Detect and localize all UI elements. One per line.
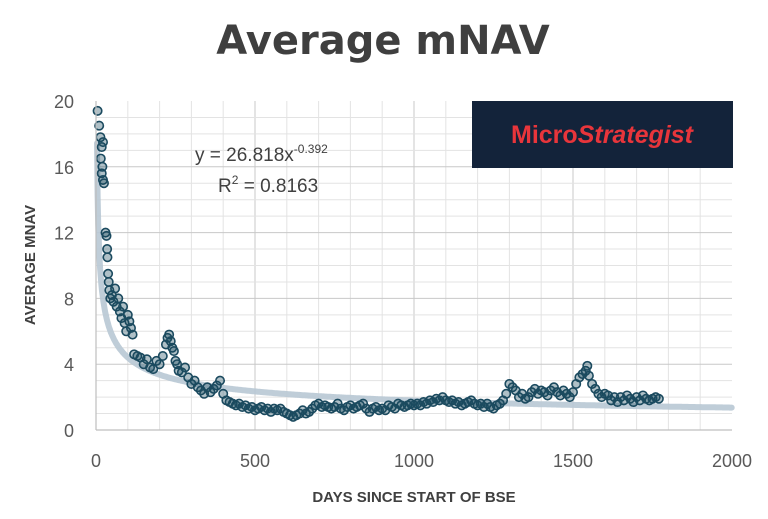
data-point — [582, 360, 593, 371]
brand-logo: MicroStrategist — [472, 101, 733, 168]
data-point — [358, 398, 369, 409]
svg-text:MicroStrategist: MicroStrategist — [511, 121, 695, 149]
data-point — [176, 367, 187, 378]
data-point — [95, 153, 106, 164]
data-points — [92, 105, 664, 422]
tick-labels: 0 500 1000 1500 2000 0 4 8 12 16 20 — [54, 92, 752, 471]
data-point — [653, 393, 664, 404]
data-point — [211, 380, 222, 391]
data-point — [523, 392, 534, 403]
x-tick-label: 2000 — [712, 451, 752, 471]
data-point — [98, 178, 109, 189]
data-point — [168, 346, 179, 357]
data-point — [103, 268, 114, 279]
data-point — [102, 252, 113, 263]
data-point — [587, 378, 598, 389]
data-point — [154, 359, 165, 370]
y-tick-label: 20 — [54, 92, 74, 112]
equation-exponent: -0.392 — [294, 142, 328, 156]
data-point — [548, 382, 559, 393]
data-point — [97, 137, 108, 148]
data-point — [127, 329, 138, 340]
axes — [95, 101, 732, 431]
y-tick-label: 0 — [64, 421, 74, 441]
logo-background — [472, 101, 733, 168]
logo-text-strategist: Strategist — [578, 121, 695, 149]
data-point — [148, 364, 159, 375]
data-point — [501, 388, 512, 399]
x-tick-label: 500 — [240, 451, 270, 471]
data-point — [101, 230, 112, 241]
equation-text: y = 26.818x — [195, 145, 294, 166]
data-point — [92, 105, 103, 116]
data-point — [583, 370, 594, 381]
y-axis-label: AVERAGE MNAV — [22, 205, 39, 325]
r-squared-label: R — [218, 176, 232, 197]
x-tick-label: 1000 — [394, 451, 434, 471]
data-point — [332, 398, 343, 409]
data-point — [157, 350, 168, 361]
y-tick-label: 4 — [64, 355, 74, 375]
x-tick-label: 1500 — [553, 451, 593, 471]
r-squared-exponent: 2 — [232, 173, 239, 187]
y-tick-label: 16 — [54, 158, 74, 178]
logo-text-micro: Micro — [511, 121, 578, 149]
svg-text:R2 = 0.8163: R2 = 0.8163 — [218, 173, 318, 197]
data-point — [215, 375, 226, 386]
data-point — [180, 362, 191, 373]
x-tick-label: 0 — [91, 451, 101, 471]
x-axis-label: DAYS SINCE START OF BSE — [312, 489, 515, 506]
data-point — [590, 383, 601, 394]
data-point — [118, 301, 129, 312]
data-point — [102, 244, 113, 255]
y-tick-label: 12 — [54, 224, 74, 244]
data-point — [110, 283, 121, 294]
trendline-equation: y = 26.818x-0.392 R2 = 0.8163 — [195, 142, 328, 197]
data-point — [141, 354, 152, 365]
r-squared-value: = 0.8163 — [238, 176, 318, 197]
svg-text:y = 26.818x-0.392: y = 26.818x-0.392 — [195, 142, 328, 166]
y-tick-label: 8 — [64, 289, 74, 309]
data-point — [542, 390, 553, 401]
data-point — [113, 293, 124, 304]
data-point — [564, 392, 575, 403]
chart-title: Average mNAV — [216, 18, 550, 64]
data-point — [94, 120, 105, 131]
data-point — [567, 387, 578, 398]
